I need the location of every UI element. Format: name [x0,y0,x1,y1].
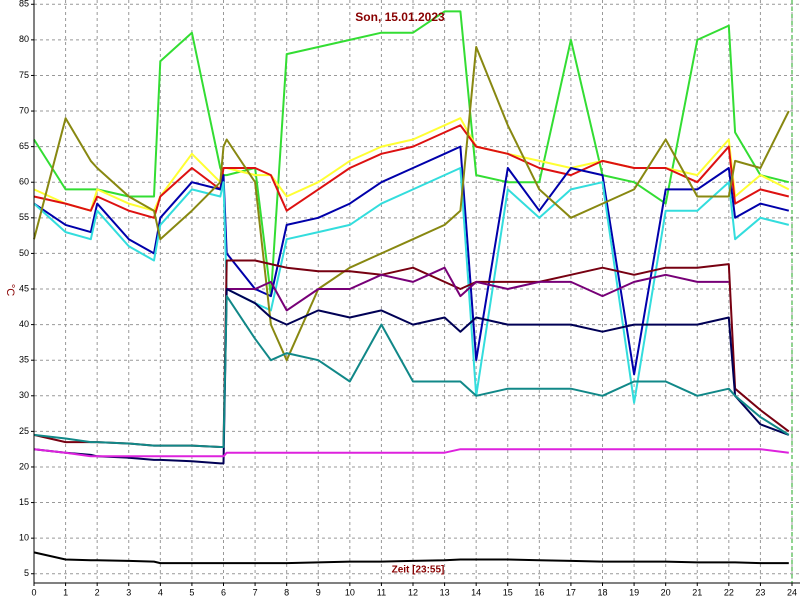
x-tick-label: 24 [787,587,797,597]
series-line [33,10,790,298]
x-tick-label: 5 [189,587,194,597]
x-tick-label: 20 [661,587,671,597]
y-tick-label: 55 [19,212,29,222]
x-tick-label: 11 [377,587,386,597]
x-tick-label: 12 [408,587,418,597]
x-tick-label: 19 [629,587,639,597]
y-tick-label: 70 [19,105,29,115]
x-tick-label: 17 [566,587,576,597]
x-tick-label: 14 [471,587,481,597]
y-tick-label: 65 [19,141,29,151]
y-tick-label: 10 [19,533,29,543]
y-tick-label: 50 [19,248,29,258]
y-tick-label: 20 [19,461,29,471]
x-tick-label: 18 [597,587,607,597]
x-tick-label: 9 [316,587,321,597]
y-tick-label: 40 [19,319,29,329]
x-tick-label: 16 [534,587,544,597]
x-tick-label: 7 [253,587,258,597]
y-tick-label: 30 [19,390,29,400]
chart-title: Son, 15.01.2023 [355,10,445,24]
y-tick-label: 75 [19,70,29,80]
series-line [33,551,789,565]
series-line [33,145,790,376]
series-line [33,288,790,465]
series-line [226,266,729,312]
y-tick-label: 45 [19,283,29,293]
x-tick-label: 23 [755,587,765,597]
x-tick-label: 21 [692,587,702,597]
x-tick-label: 22 [724,587,734,597]
y-axis-label: °C [4,284,16,296]
series-line [33,46,790,362]
x-tick-label: 1 [63,587,68,597]
y-tick-label: 60 [19,177,29,187]
x-tick-label: 8 [284,587,289,597]
series-line [33,167,790,404]
y-tick-label: 5 [24,568,29,578]
y-tick-label: 80 [19,34,29,44]
lines [33,10,790,565]
y-tick-label: 85 [19,0,29,9]
series-line [33,295,790,448]
x-tick-label: 0 [31,587,36,597]
x-tick-label: 15 [503,587,513,597]
series-line [33,448,789,458]
x-axis-label: Zeit [23:55] [392,565,445,576]
x-tick-label: 3 [126,587,131,597]
y-tick-label: 25 [19,426,29,436]
y-tick-label: 15 [19,497,29,507]
y-tick-label: 35 [19,355,29,365]
x-tick-label: 10 [345,587,355,597]
x-tick-label: 2 [95,587,100,597]
x-tick-label: 6 [221,587,226,597]
x-tick-label: 4 [158,587,163,597]
x-tick-label: 13 [440,587,450,597]
